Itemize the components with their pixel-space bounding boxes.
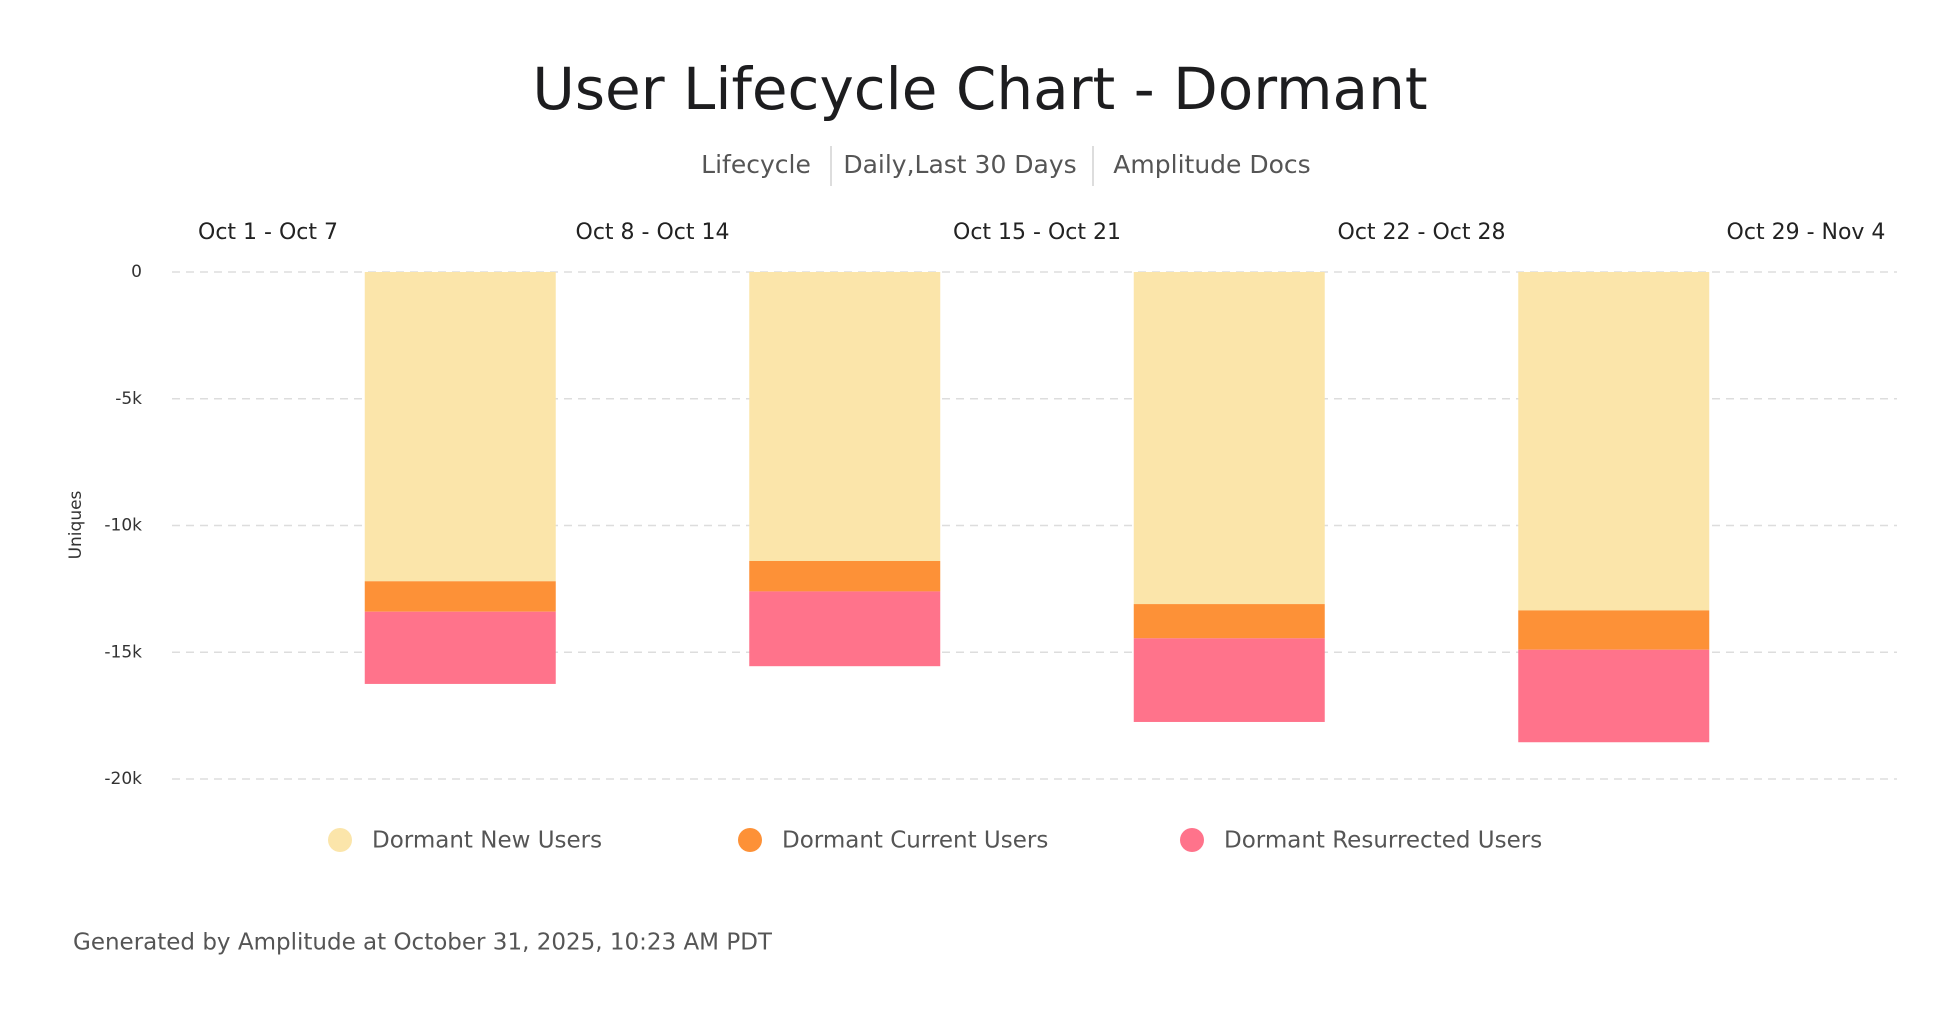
bar-segment xyxy=(364,611,556,684)
bar-segment xyxy=(1518,649,1710,743)
subtitle-item: Amplitude Docs xyxy=(1113,150,1310,179)
bar-segment xyxy=(749,591,941,667)
bar-segment xyxy=(364,581,556,612)
legend-label: Dormant Resurrected Users xyxy=(1224,828,1542,854)
x-tick-label: Oct 8 - Oct 14 xyxy=(576,220,730,245)
y-tick-label: -10k xyxy=(104,516,142,536)
bar-segment xyxy=(1518,610,1710,650)
bar-segment xyxy=(1133,638,1325,722)
footer: Generated by Amplitude at October 31, 20… xyxy=(73,930,773,956)
x-tick-label: Oct 15 - Oct 21 xyxy=(953,220,1121,245)
y-tick-label: -20k xyxy=(104,769,142,789)
y-axis-label: Uniques xyxy=(66,490,86,559)
chart-title: User Lifecycle Chart - Dormant xyxy=(532,55,1427,123)
subtitle-item: Daily,Last 30 Days xyxy=(843,150,1076,179)
bar-segment xyxy=(1518,272,1710,611)
bar-segment xyxy=(1133,604,1325,639)
legend-swatch xyxy=(328,828,352,852)
legend-label: Dormant Current Users xyxy=(782,828,1048,854)
y-tick-label: -15k xyxy=(104,642,142,662)
legend-swatch xyxy=(738,828,762,852)
x-tick-label: Oct 22 - Oct 28 xyxy=(1338,220,1506,245)
legend-label: Dormant New Users xyxy=(372,828,602,854)
y-tick-label: 0 xyxy=(131,262,142,282)
subtitle-item: Lifecycle xyxy=(701,150,811,179)
x-tick-label: Oct 1 - Oct 7 xyxy=(198,220,338,245)
legend-swatch xyxy=(1180,828,1204,852)
bar-segment xyxy=(364,272,556,582)
x-tick-label: Oct 29 - Nov 4 xyxy=(1727,220,1886,245)
bar-segment xyxy=(749,272,941,561)
bar-segment xyxy=(1133,272,1325,605)
y-tick-label: -5k xyxy=(115,389,142,409)
bar-segment xyxy=(749,560,941,592)
